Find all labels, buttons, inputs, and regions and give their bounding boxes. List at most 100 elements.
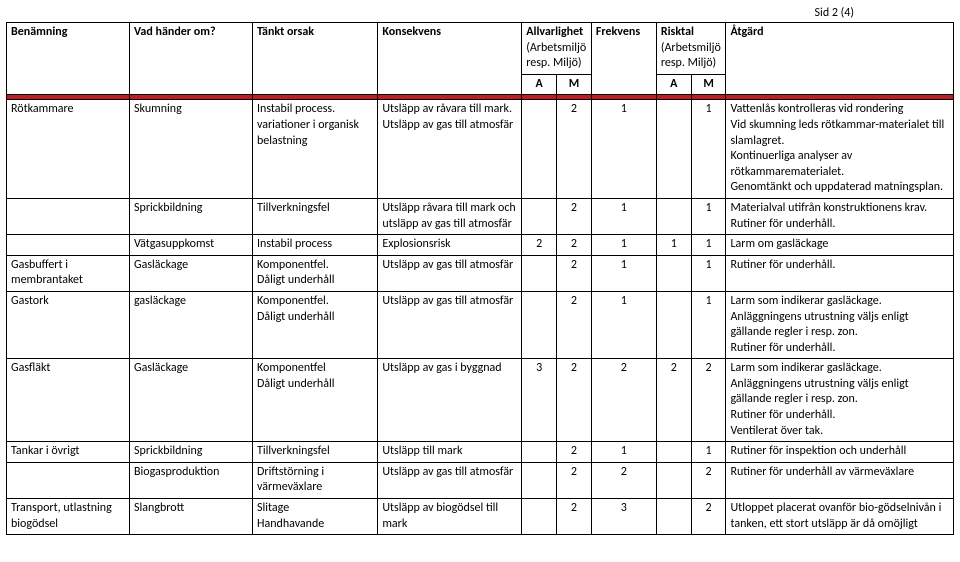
cell-a1: 2: [522, 235, 557, 256]
cell-vad: Gasläckage: [130, 255, 253, 291]
cell-ben: Transport, utlastning biogödsel: [7, 499, 130, 535]
cell-vad: gasläckage: [130, 291, 253, 358]
cell-frk: 1: [591, 291, 656, 358]
cell-frk: 1: [591, 255, 656, 291]
cell-a1: [522, 255, 557, 291]
risktal-sub: (Arbetsmiljö resp. Miljö): [661, 41, 721, 71]
table-row: Gasbuffert i membrantaketGasläckageKompo…: [7, 255, 954, 291]
cell-a1: [522, 499, 557, 535]
col-risk-m: M: [691, 74, 726, 95]
cell-kon: Utsläpp av råvara till mark. Utsläpp av …: [378, 100, 522, 199]
cell-a2: [656, 442, 691, 463]
cell-m1: 2: [557, 462, 592, 498]
table-row: BiogasproduktionDriftstörning i värmeväx…: [7, 462, 954, 498]
cell-a1: [522, 100, 557, 199]
cell-frk: 2: [591, 462, 656, 498]
cell-a1: [522, 198, 557, 234]
cell-m1: 2: [557, 499, 592, 535]
cell-kon: Utsläpp av biogödsel till mark: [378, 499, 522, 535]
table-row: GastorkgasläckageKomponentfel. Dåligt un…: [7, 291, 954, 358]
cell-m2: 2: [691, 359, 726, 442]
cell-atg: Materialval utifrån konstruktionens krav…: [726, 198, 954, 234]
cell-a2: [656, 255, 691, 291]
cell-a2: [656, 462, 691, 498]
col-tankt: Tänkt orsak: [253, 23, 378, 95]
cell-ben: Gastork: [7, 291, 130, 358]
cell-tan: Tillverkningsfel: [253, 442, 378, 463]
table-row: RötkammareSkumningInstabil process. vari…: [7, 100, 954, 199]
col-vad: Vad händer om?: [130, 23, 253, 95]
cell-kon: Utsläpp av gas i byggnad: [378, 359, 522, 442]
cell-atg: Larm som indikerar gasläckage. Anläggnin…: [726, 291, 954, 358]
cell-m2: 1: [691, 235, 726, 256]
cell-m2: 2: [691, 499, 726, 535]
cell-ben: [7, 235, 130, 256]
allvarlighet-label: Allvarlighet: [526, 25, 583, 39]
cell-kon: Utsläpp råvara till mark och utsläpp av …: [378, 198, 522, 234]
table-row: VätgasuppkomstInstabil processExplosions…: [7, 235, 954, 256]
cell-tan: Driftstörning i värmeväxlare: [253, 462, 378, 498]
cell-frk: 3: [591, 499, 656, 535]
cell-atg: Larm som indikerar gasläckage. Anläggnin…: [726, 359, 954, 442]
cell-atg: Larm om gasläckage: [726, 235, 954, 256]
cell-ben: Tankar i övrigt: [7, 442, 130, 463]
cell-vad: Sprickbildning: [130, 442, 253, 463]
col-allv-a: A: [522, 74, 557, 95]
cell-m2: 1: [691, 291, 726, 358]
table-body: RötkammareSkumningInstabil process. vari…: [7, 100, 954, 535]
cell-tan: Instabil process. variationer i organisk…: [253, 100, 378, 199]
cell-tan: Instabil process: [253, 235, 378, 256]
cell-kon: Explosionsrisk: [378, 235, 522, 256]
cell-vad: Sprickbildning: [130, 198, 253, 234]
cell-a2: [656, 100, 691, 199]
cell-atg: Utloppet placerat ovanför bio-gödselnivå…: [726, 499, 954, 535]
cell-frk: 1: [591, 100, 656, 199]
cell-ben: Gasfläkt: [7, 359, 130, 442]
cell-frk: 1: [591, 198, 656, 234]
cell-tan: Komponentfel Dåligt underhåll: [253, 359, 378, 442]
cell-vad: Skumning: [130, 100, 253, 199]
col-allvarlighet: Allvarlighet (Arbetsmiljö resp. Miljö): [522, 23, 592, 75]
cell-m2: 1: [691, 255, 726, 291]
cell-a1: [522, 442, 557, 463]
col-atgard: Åtgärd: [726, 23, 954, 95]
cell-kon: Utsläpp till mark: [378, 442, 522, 463]
cell-vad: Slangbrott: [130, 499, 253, 535]
cell-ben: [7, 198, 130, 234]
cell-a2: 2: [656, 359, 691, 442]
cell-m1: 2: [557, 255, 592, 291]
cell-ben: Gasbuffert i membrantaket: [7, 255, 130, 291]
page-number: Sid 2 (4): [6, 6, 954, 20]
cell-atg: Rutiner för underhåll av värmeväxlare: [726, 462, 954, 498]
table-row: Transport, utlastning biogödselSlangbrot…: [7, 499, 954, 535]
col-risk-a: A: [656, 74, 691, 95]
table-row: Tankar i övrigtSprickbildningTillverknin…: [7, 442, 954, 463]
cell-m1: 2: [557, 442, 592, 463]
cell-frk: 1: [591, 235, 656, 256]
cell-tan: Komponentfel. Dåligt underhåll: [253, 255, 378, 291]
cell-a2: [656, 291, 691, 358]
col-allv-m: M: [557, 74, 592, 95]
cell-a2: 1: [656, 235, 691, 256]
cell-m2: 1: [691, 442, 726, 463]
cell-frk: 1: [591, 442, 656, 463]
table-header: Benämning Vad händer om? Tänkt orsak Kon…: [7, 23, 954, 100]
cell-m1: 2: [557, 100, 592, 199]
cell-m1: 2: [557, 359, 592, 442]
cell-frk: 2: [591, 359, 656, 442]
cell-vad: Vätgasuppkomst: [130, 235, 253, 256]
cell-tan: Tillverkningsfel: [253, 198, 378, 234]
cell-tan: Komponentfel. Dåligt underhåll: [253, 291, 378, 358]
cell-a2: [656, 198, 691, 234]
cell-m2: 1: [691, 100, 726, 199]
table-row: GasfläktGasläckageKomponentfel Dåligt un…: [7, 359, 954, 442]
cell-vad: Biogasproduktion: [130, 462, 253, 498]
cell-m2: 2: [691, 462, 726, 498]
col-risktal: Risktal (Arbetsmiljö resp. Miljö): [656, 23, 726, 75]
cell-vad: Gasläckage: [130, 359, 253, 442]
cell-ben: [7, 462, 130, 498]
cell-a1: [522, 291, 557, 358]
allvarlighet-sub: (Arbetsmiljö resp. Miljö): [526, 41, 586, 71]
risktal-label: Risktal: [661, 25, 694, 39]
col-frekvens: Frekvens: [591, 23, 656, 95]
